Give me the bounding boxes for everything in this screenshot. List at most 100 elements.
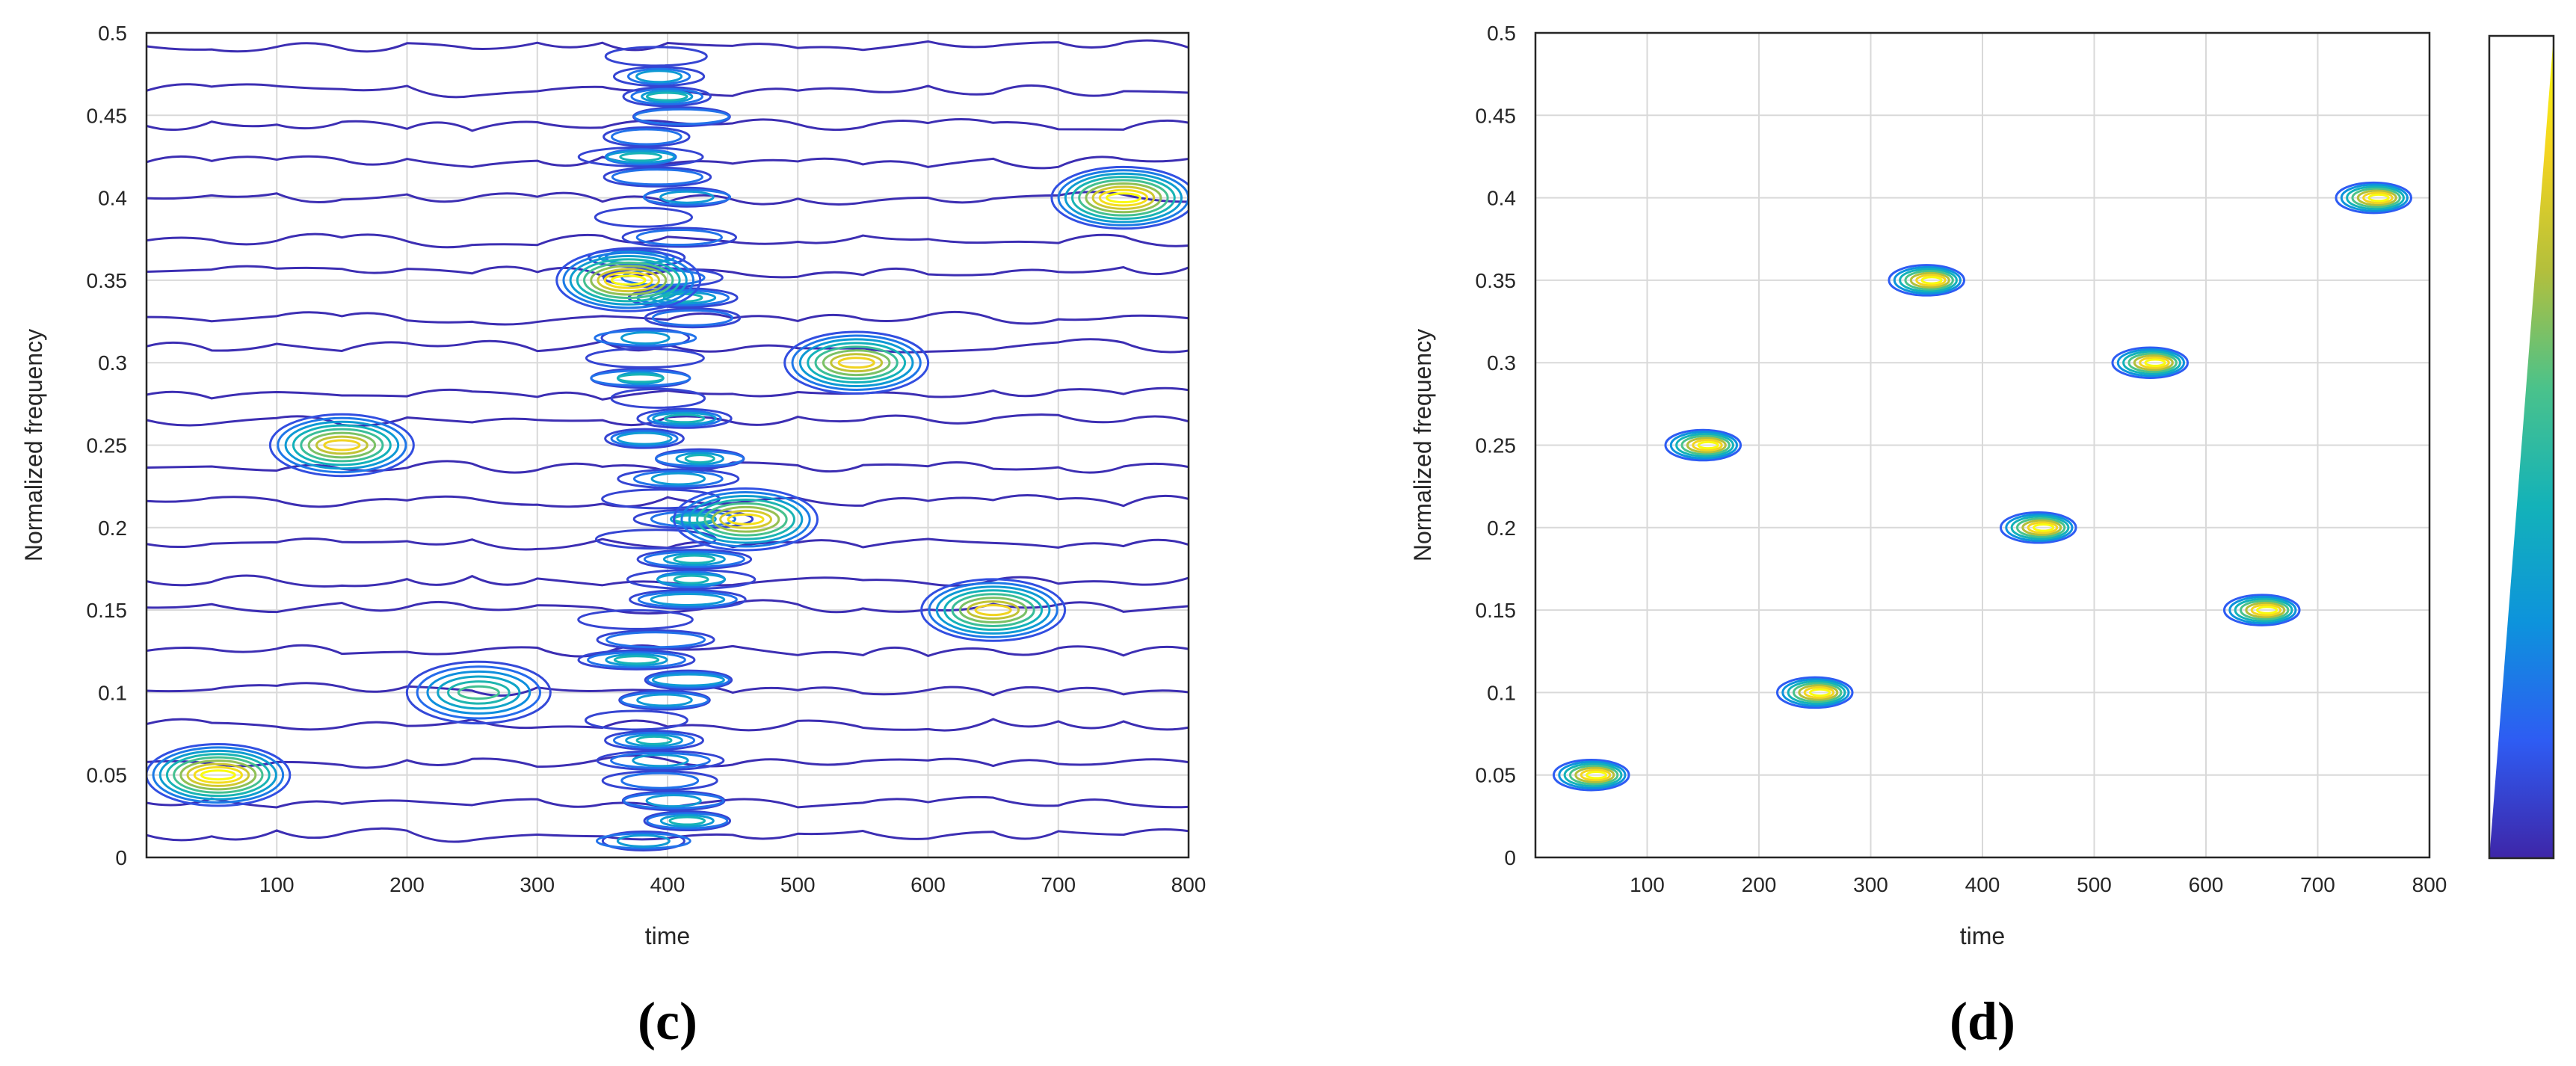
component-contour (1909, 271, 1950, 289)
component-contour (1686, 437, 1727, 454)
cross-term-contour (618, 689, 711, 711)
component-contour (1050, 165, 1189, 230)
panel-c-y-axis-label: Normalized frequency (20, 329, 47, 561)
x-tick-label: 700 (2300, 873, 2335, 896)
component-contour (2005, 513, 2074, 542)
cross-term-contour (595, 832, 691, 850)
cross-term-contour (606, 150, 676, 164)
panel-d-axes-frame (1534, 31, 2431, 859)
x-tick-label: 300 (520, 873, 555, 896)
cross-term-contour (604, 46, 708, 67)
y-tick-label: 0.15 (1476, 599, 1517, 622)
component-contour (837, 357, 875, 369)
component-contour (1893, 265, 1962, 295)
component-contour (1915, 274, 1947, 287)
component-contour (928, 582, 1059, 638)
panel-c-contours (147, 39, 1189, 851)
component-contour (1904, 270, 1954, 291)
noise-contour (147, 493, 1189, 508)
component-contour (951, 593, 1035, 627)
component-contour (974, 604, 1012, 617)
component-contour (447, 680, 511, 705)
component-contour (284, 420, 400, 470)
cross-term-contour (675, 452, 724, 466)
y-tick-label: 0.4 (98, 187, 127, 210)
component-contour (1808, 688, 1831, 697)
x-tick-label: 400 (650, 873, 685, 896)
component-contour (610, 274, 647, 286)
component-contour (405, 660, 552, 725)
cross-term-contour (643, 810, 732, 832)
cross-term-contour (585, 348, 705, 369)
y-tick-label: 0.05 (1476, 764, 1517, 787)
cross-term-contour (604, 730, 704, 751)
cross-term-contour (616, 431, 673, 446)
cross-term-contour (646, 812, 729, 830)
cross-term-contour (611, 168, 704, 186)
component-contour (2250, 603, 2282, 617)
component-contour (958, 597, 1028, 623)
component-contour (1563, 762, 1623, 788)
component-contour (2245, 602, 2286, 619)
cross-term-contour (635, 735, 673, 745)
cross-term-contour (604, 148, 677, 166)
component-contour (935, 585, 1051, 635)
cross-term-contour (673, 554, 716, 564)
component-contour (2222, 594, 2301, 626)
panel-d-x-tick-labels: 100 200 300 400 500 600 700 800 (1630, 873, 2447, 896)
component-contour (2021, 519, 2062, 536)
component-contour (1697, 440, 1719, 450)
component-contour (158, 749, 277, 801)
component-contour (277, 416, 407, 474)
panel-c-y-tick-labels: 0 0.05 0.1 0.15 0.2 0.25 0.3 0.35 0.4 0.45 0.5 (87, 22, 128, 869)
noise-contour (147, 310, 1189, 326)
x-tick-label: 100 (1630, 873, 1665, 896)
cross-term-contour (632, 470, 724, 488)
cross-term-contour (663, 413, 706, 424)
component-contour (920, 578, 1067, 642)
component-contour (727, 513, 765, 526)
cross-term-contour (619, 152, 663, 162)
component-contour (569, 255, 688, 306)
component-contour (1999, 511, 2077, 544)
component-contour (2010, 515, 2070, 540)
cross-term-contour (645, 794, 702, 808)
cross-term-contour (644, 307, 742, 329)
x-tick-label: 600 (910, 873, 946, 896)
component-contour (576, 258, 681, 303)
component-contour (582, 261, 674, 299)
cross-term-contour (613, 655, 660, 665)
cross-term-contour (656, 573, 727, 587)
y-tick-label: 0.25 (1476, 434, 1517, 457)
cross-term-contour (635, 70, 683, 84)
cross-term-contour (650, 472, 706, 486)
panel-c-axes-frame (145, 31, 1190, 859)
cross-term-contour (601, 830, 685, 851)
cross-term-contour (684, 454, 715, 464)
cross-term-contour (611, 128, 682, 146)
component-contour (2015, 517, 2066, 538)
cross-term-contour (655, 450, 745, 468)
panel-c-x-tick-labels: 100 200 300 400 500 600 700 800 (259, 873, 1206, 896)
component-contour (2351, 187, 2401, 209)
x-tick-label: 200 (389, 873, 425, 896)
y-tick-label: 0.25 (87, 434, 128, 457)
y-tick-label: 0.3 (98, 351, 127, 375)
panel-c-contour-plot: 100 200 300 400 500 600 700 800 0 0.05 0.1 0.15 0.2… (20, 22, 1206, 1051)
component-contour (1085, 182, 1162, 214)
component-contour (1920, 276, 1943, 285)
component-contour (597, 268, 661, 293)
cross-term-contour (603, 126, 691, 147)
cross-term-contour (594, 329, 697, 347)
component-contour (1675, 433, 1734, 457)
component-contour (1664, 428, 1743, 462)
component-contour (173, 756, 264, 794)
x-tick-label: 800 (1171, 873, 1207, 896)
x-tick-label: 700 (1041, 873, 1076, 896)
component-contour (1105, 192, 1141, 204)
x-tick-label: 200 (1742, 873, 1777, 896)
cross-term-contour (577, 649, 696, 671)
component-contour (147, 743, 292, 807)
cross-term-contour (659, 190, 715, 204)
cross-term-contour (606, 631, 706, 649)
